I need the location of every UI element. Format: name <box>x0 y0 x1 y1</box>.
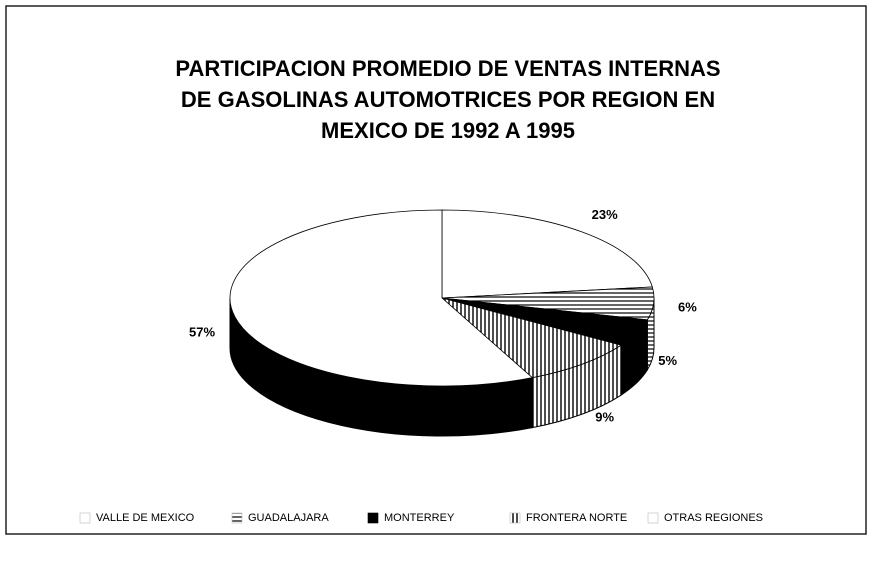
legend-swatch <box>647 512 659 524</box>
legend-swatch <box>367 512 379 524</box>
data-label: 5% <box>658 353 677 368</box>
title-line: PARTICIPACION PROMEDIO DE VENTAS INTERNA… <box>175 56 720 81</box>
pie: 23% 6% 5% 9% 57% <box>189 207 697 437</box>
legend-label: MONTERREY <box>384 512 455 524</box>
slice <box>441 209 653 299</box>
legend-swatch <box>509 512 521 524</box>
data-label: 23% <box>592 207 618 222</box>
slice <box>229 209 534 387</box>
data-label: 9% <box>595 409 614 424</box>
legend-label: GUADALAJARA <box>248 512 329 524</box>
frame <box>5 5 867 535</box>
legend-label: FRONTERA NORTE <box>526 512 627 524</box>
slice <box>441 297 622 379</box>
legend-label: OTRAS REGIONES <box>664 512 763 524</box>
legend-swatch <box>79 512 91 524</box>
data-label: 57% <box>189 324 215 339</box>
title-line: MEXICO DE 1992 A 1995 <box>321 118 575 143</box>
data-label: 6% <box>678 299 697 314</box>
title-line: DE GASOLINAS AUTOMOTRICES POR REGION EN <box>181 87 715 112</box>
chart-title: PARTICIPACION PROMEDIO DE VENTAS INTERNA… <box>175 56 720 143</box>
legend: VALLE DE MEXICO GUADALAJARA MONTERREY FRONT… <box>79 512 763 524</box>
legend-label: VALLE DE MEXICO <box>96 512 195 524</box>
legend-swatch <box>231 512 243 524</box>
